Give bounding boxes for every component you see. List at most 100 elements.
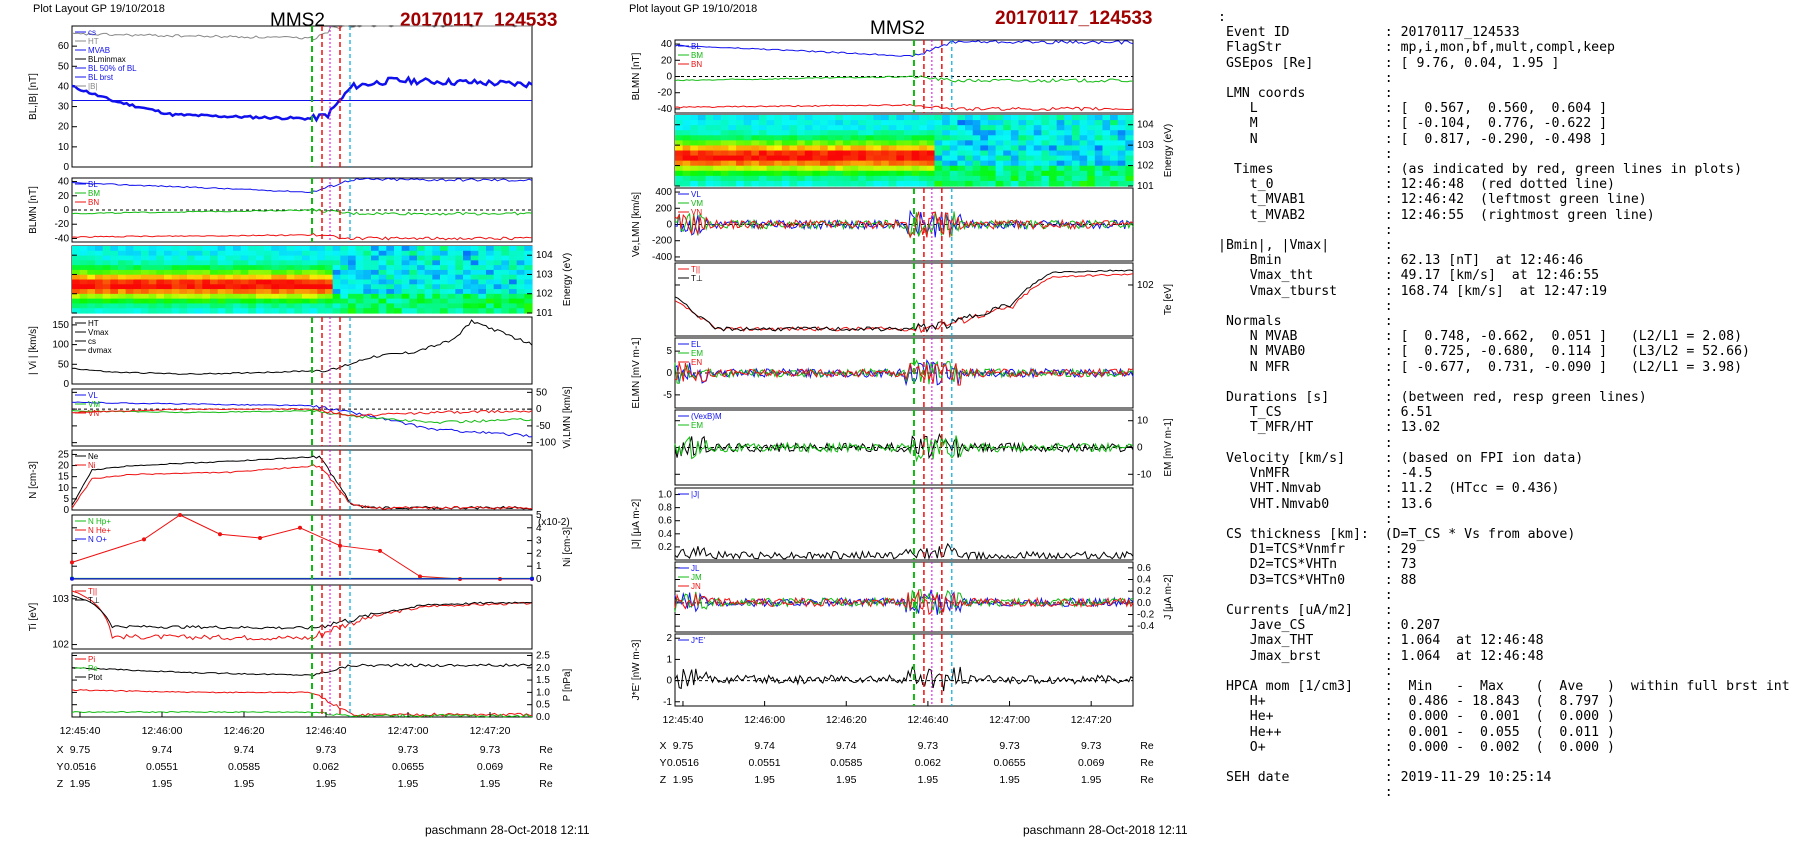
left-coord-unit: Re — [539, 761, 553, 773]
left-spectrogram-cell — [340, 274, 349, 281]
right-spectrogram-cell — [873, 175, 882, 182]
right-spectrogram-cell — [797, 150, 806, 157]
left-spectrogram-cell — [309, 265, 318, 271]
left-spectrogram-cell — [348, 279, 357, 285]
left-spectrogram-cell — [240, 260, 249, 266]
right-spectrogram-cell — [1026, 115, 1035, 121]
left-spectrogram-cell — [401, 250, 410, 257]
right-spectrogram-cell — [697, 145, 707, 152]
right-spectrogram-cell — [873, 155, 882, 162]
right-spectrogram-cell — [1064, 140, 1073, 147]
right-spectrogram-cell — [812, 150, 821, 157]
left-spectrogram-cell — [516, 265, 525, 271]
left-spectrogram-cell — [478, 279, 487, 285]
left-spectrogram-cell — [102, 274, 111, 281]
left-spectrogram-cell — [187, 246, 196, 252]
right-spectrogram-cell — [728, 120, 737, 126]
right-legend-label: (VexB)M — [691, 412, 722, 421]
right-spectrogram-cell — [1079, 180, 1088, 187]
info-line: : — [1218, 587, 1393, 603]
left-spectrogram-cell — [524, 269, 533, 276]
left-spectrogram-cell — [194, 279, 203, 285]
left-spectrogram-cell — [317, 246, 326, 252]
left-spectrogram-cell — [378, 274, 387, 281]
right-coord-value: 1.95 — [673, 774, 694, 786]
left-spectrogram-cell — [409, 298, 418, 305]
right-spectrogram-cell — [1033, 160, 1042, 167]
left-spectrogram-cell — [409, 303, 418, 309]
right-panel: 102 Te [eV]T||T⊥ — [674, 262, 1174, 337]
right-spectrogram-cell — [881, 125, 890, 131]
right-spectrogram-cell — [705, 115, 714, 121]
right-spectrogram-cell — [751, 125, 760, 131]
left-spectrogram-cell — [363, 298, 372, 305]
right-spectrogram-cell — [881, 165, 890, 172]
info-line: Jave_CS : 0.207 — [1218, 618, 1441, 634]
left-legend-label: BL brst — [88, 73, 114, 82]
left-spectrogram-cell — [332, 303, 341, 309]
right-spectrogram-cell — [675, 150, 684, 157]
right-spectrogram-cell — [1125, 165, 1134, 172]
left-footer-credit: paschmann 28-Oct-2018 12:11 — [425, 823, 590, 837]
left-spectrogram-cell — [102, 250, 111, 257]
left-spectrogram-cell — [524, 260, 533, 266]
left-spectrogram-cell — [524, 298, 533, 305]
left-spectrogram-cell — [378, 265, 387, 271]
left-spectrogram-cell — [294, 274, 303, 281]
left-ytick-label: 50 — [58, 61, 70, 72]
left-spectrogram-cell — [148, 298, 157, 305]
left-spectrogram-cell — [447, 269, 456, 276]
right-spectrogram-cell — [781, 145, 791, 152]
left-spectrogram-cell — [302, 274, 311, 281]
right-spectrogram-cell — [804, 125, 813, 131]
left-ytick-label: 2.0 — [536, 663, 550, 674]
left-spectrogram-cell — [394, 255, 403, 261]
left-legend-label: BM — [88, 189, 100, 198]
right-spectrogram-cell — [1056, 165, 1065, 172]
left-spectrogram-cell — [102, 293, 111, 300]
left-spectrogram-cell — [516, 246, 525, 252]
left-spectrogram-cell — [516, 293, 525, 300]
left-spectrogram-cell — [355, 303, 364, 309]
right-spectrogram-cell — [789, 140, 798, 147]
right-spectrogram-cell — [728, 155, 737, 162]
left-ytick-label: -20 — [55, 219, 70, 230]
left-spectrogram-cell — [286, 255, 295, 261]
right-spectrogram-cell — [705, 135, 714, 141]
left-spectrogram-cell — [302, 293, 311, 300]
left-spectrogram-cell — [394, 269, 403, 276]
left-series-line — [71, 208, 533, 216]
right-spectrogram-cell — [987, 130, 997, 136]
right-spectrogram-cell — [1041, 160, 1050, 167]
left-coord-value: 9.74 — [234, 744, 255, 756]
left-spectrogram-cell — [194, 289, 203, 295]
right-spectrogram-cell — [972, 130, 981, 136]
left-spectrogram-cell — [309, 250, 318, 257]
left-spectrogram-cell — [340, 284, 349, 290]
right-spectrogram-cell — [1094, 125, 1104, 131]
right-coord-value: 1.95 — [999, 774, 1020, 786]
left-spectrogram-cell — [95, 255, 104, 261]
right-spectrogram-cell — [1079, 145, 1088, 152]
left-spectrogram-cell — [118, 250, 127, 257]
right-spectrogram-cell — [697, 135, 707, 141]
left-spectrogram-cell — [455, 279, 464, 285]
left-coord-value: 9.73 — [398, 744, 419, 756]
left-spectrogram-cell — [486, 303, 495, 309]
event-info-table: : Event ID : 20170117_124533 FlagStr : m… — [1218, 10, 1798, 801]
left-spectrogram-cell — [217, 246, 226, 252]
left-spectrogram-cell — [363, 246, 372, 252]
left-spectrogram-cell — [79, 298, 88, 305]
right-spectrogram-cell — [865, 115, 875, 121]
left-ytick-label: 5 — [63, 494, 69, 505]
right-spectrogram-cell — [957, 145, 966, 152]
left-spectrogram-cell — [470, 269, 479, 276]
right-spectrogram-cell — [995, 120, 1004, 126]
right-spectrogram-cell — [1125, 135, 1134, 141]
right-spectrogram-cell — [1125, 115, 1134, 121]
left-ytick-label: 102 — [52, 640, 69, 651]
right-spectrogram-cell — [1010, 155, 1020, 162]
left-spectrogram-cell — [363, 265, 372, 271]
left-spectrogram-cell — [263, 260, 272, 266]
